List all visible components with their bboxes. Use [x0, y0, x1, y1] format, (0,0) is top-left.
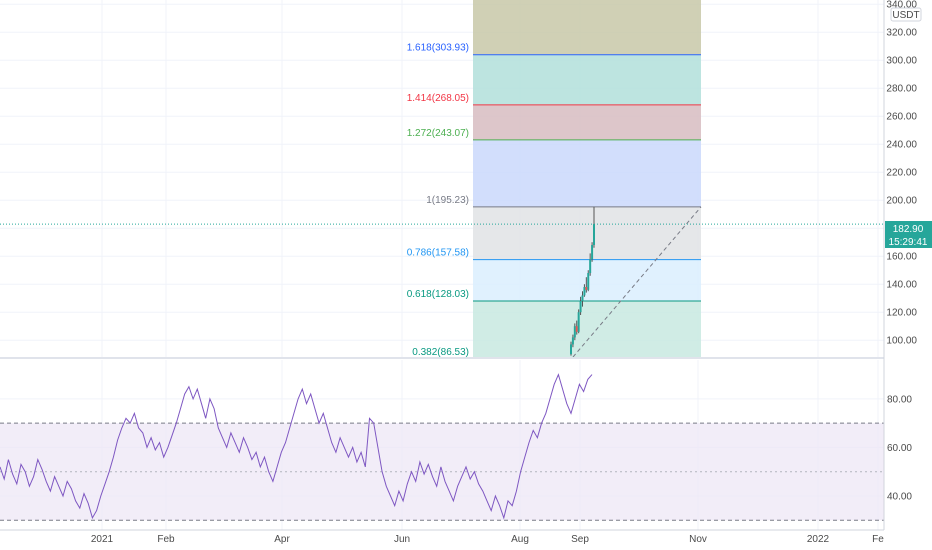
price-axis[interactable]: [884, 0, 932, 550]
fib-zone: [473, 259, 701, 301]
fib-zone: [473, 0, 701, 55]
fib-zone: [473, 54, 701, 105]
fib-labels: 1.618(303.93) 1.414(268.05) 1.272(243.07) 1…: [407, 43, 469, 358]
candle-body: [585, 287, 588, 290]
price-tag-value: 182.90: [893, 224, 924, 235]
price-tick-label: 240.00: [886, 140, 917, 151]
fib-trend-line[interactable]: [572, 206, 702, 358]
price-tick-label: 320.00: [886, 28, 917, 39]
price-tick-label: 160.00: [886, 252, 917, 263]
candle-body: [589, 259, 592, 273]
price-tick-label: 200.00: [886, 196, 917, 207]
time-tick-label: Nov: [689, 534, 707, 545]
time-tick-label: 2021: [91, 534, 114, 545]
currency-label: USDT: [892, 10, 919, 21]
time-tick-label: 2022: [807, 534, 830, 545]
time-tick-label: Jun: [394, 534, 410, 545]
candle-body: [571, 337, 574, 345]
price-tag-box: [885, 221, 932, 235]
fib-level-label: 0.382(86.53): [412, 347, 469, 358]
fib-zone: [473, 206, 701, 260]
fib-level-label: 0.786(157.58): [407, 248, 469, 259]
price-tick-label: 300.00: [886, 56, 917, 67]
time-axis[interactable]: [0, 530, 884, 550]
price-tick-label: 340.00: [886, 0, 917, 11]
candle-body: [593, 224, 595, 245]
time-axis-ticks: 2021 Feb Apr Jun Aug Sep Nov 2022 Fe: [91, 534, 884, 545]
rsi-tick-label: 80.00: [887, 394, 912, 405]
rsi-tick-label: 60.00: [887, 443, 912, 454]
fib-level-label: 1(195.23): [426, 195, 469, 206]
candle-body: [573, 326, 576, 338]
fib-level-label: 1.414(268.05): [407, 93, 469, 104]
candle-body: [577, 312, 580, 332]
candle-body: [575, 326, 578, 332]
countdown-box: [885, 235, 932, 248]
price-tick-label: 140.00: [886, 280, 917, 291]
time-tick-label: Feb: [157, 534, 175, 545]
fib-level-label: 1.272(243.07): [407, 128, 469, 139]
fib-lines: [473, 54, 701, 302]
fib-zone: [473, 139, 701, 207]
price-tick-label: 280.00: [886, 84, 917, 95]
fib-level-label: 1.618(303.93): [407, 43, 469, 54]
candle-body: [587, 273, 590, 290]
price-tag: 182.90 15:29:41: [885, 221, 932, 248]
currency-box[interactable]: [890, 7, 922, 22]
price-tick-label: 220.00: [886, 168, 917, 179]
time-tick-label: Fe: [872, 534, 884, 545]
time-tick-label: Sep: [571, 534, 589, 545]
countdown-value: 15:29:41: [889, 237, 928, 248]
fib-zone: [473, 104, 701, 140]
candle-body: [581, 295, 584, 301]
price-tick-label: 260.00: [886, 112, 917, 123]
fib-zone: [473, 300, 701, 357]
price-tick-label: 100.00: [886, 336, 917, 347]
fib-level-label: 0.618(128.03): [407, 289, 469, 300]
time-tick-label: Aug: [511, 534, 529, 545]
price-candles: [570, 206, 595, 356]
fib-zones: [473, 0, 701, 357]
rsi-axis-ticks: 80.00 60.00 40.00: [887, 394, 912, 502]
candle-body: [570, 344, 572, 355]
candle-body: [583, 287, 586, 296]
candle-body: [591, 245, 594, 259]
time-tick-label: Apr: [274, 534, 290, 545]
rsi-tick-label: 40.00: [887, 492, 912, 503]
price-tick-label: 120.00: [886, 308, 917, 319]
pane-separator[interactable]: [0, 357, 884, 359]
candle-body: [579, 301, 582, 313]
rsi-series-line: [0, 373, 593, 520]
